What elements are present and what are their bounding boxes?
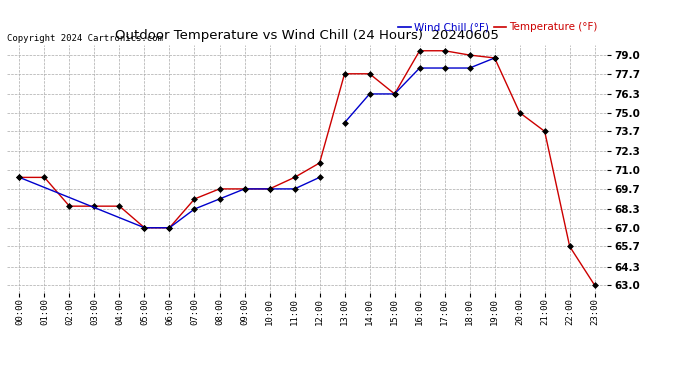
Text: Copyright 2024 Cartronics.com: Copyright 2024 Cartronics.com [7, 34, 163, 43]
Legend: Wind Chill (°F), Temperature (°F): Wind Chill (°F), Temperature (°F) [394, 18, 602, 36]
Title: Outdoor Temperature vs Wind Chill (24 Hours)  20240605: Outdoor Temperature vs Wind Chill (24 Ho… [115, 30, 499, 42]
